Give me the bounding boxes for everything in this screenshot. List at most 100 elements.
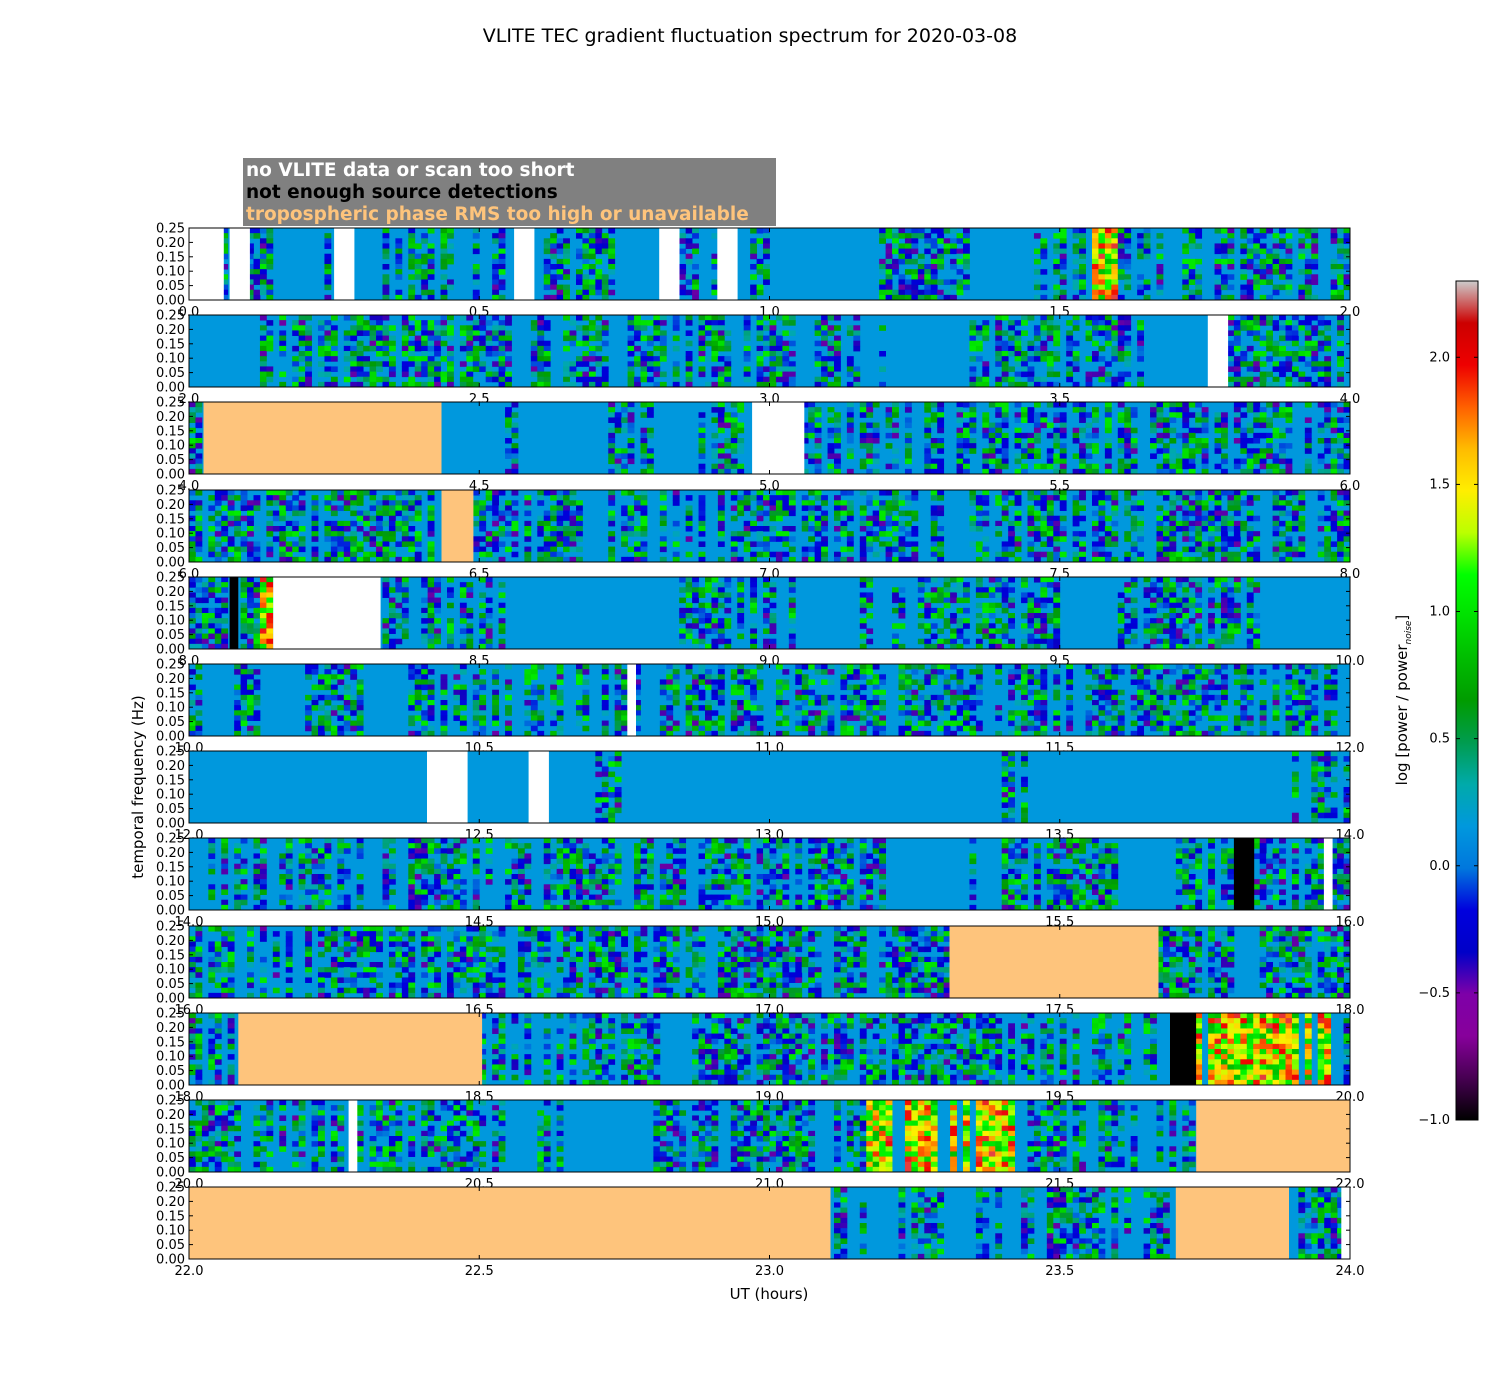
spectrum-cell: [530, 366, 538, 372]
spectrum-cell: [601, 274, 609, 280]
spectrum-cell: [1188, 458, 1196, 465]
spectrum-cell: [472, 536, 480, 542]
spectrum-cell: [1033, 531, 1041, 537]
spectrum-cell: [550, 526, 558, 532]
spectrum-cell: [1130, 607, 1138, 614]
spectrum-cell: [279, 371, 287, 378]
spectrum-cell: [1233, 495, 1241, 501]
spectrum-cell: [711, 607, 719, 614]
spectrum-cell: [608, 515, 616, 522]
spectrum-cell: [395, 597, 403, 604]
spectrum-cell: [769, 505, 777, 511]
spectrum-cell: [498, 628, 506, 634]
spectrum-cell: [388, 340, 396, 347]
spectrum-cell: [563, 526, 570, 532]
spectrum-cell: [1285, 233, 1293, 239]
spectrum-cell: [427, 495, 435, 501]
spectrum-cell: [834, 468, 841, 475]
spectrum-cell: [1072, 320, 1080, 326]
spectrum-cell: [1001, 628, 1009, 634]
spectrum-cell: [1085, 432, 1093, 439]
spectrum-cell: [859, 515, 867, 522]
spectrum-cell: [1304, 376, 1312, 383]
spectrum-cell: [324, 495, 332, 501]
spectrum-cell: [1079, 294, 1086, 301]
spectrum-cell: [930, 274, 938, 280]
spectrum-cell: [447, 253, 454, 260]
spectrum-cell: [221, 582, 229, 588]
spectrum-cell: [1092, 315, 1099, 321]
spectrum-cell: [750, 587, 757, 593]
spectrum-cell: [1008, 376, 1015, 383]
spectrum-cell: [705, 356, 712, 362]
spectrum-cell: [382, 643, 390, 650]
spectrum-cell: [1117, 345, 1125, 352]
spectrum-cell: [1001, 458, 1009, 465]
spectrum-cell: [427, 520, 435, 527]
spectrum-cell: [763, 495, 770, 501]
spectrum-cell: [1124, 264, 1132, 270]
spectrum-cell: [1111, 510, 1119, 517]
spectrum-cell: [1188, 289, 1196, 296]
spectrum-cell: [421, 582, 429, 588]
spectrum-cell: [285, 520, 293, 527]
spectrum-cell: [866, 495, 874, 501]
spectrum-cell: [272, 490, 280, 496]
spectrum-cell: [459, 315, 467, 321]
spectrum-cell: [866, 638, 874, 645]
spectrum-cell: [1240, 432, 1248, 439]
spectrum-cell: [1072, 325, 1080, 331]
spectrum-cell: [1053, 520, 1061, 527]
spectrum-cell: [1117, 371, 1125, 378]
spectrum-cell: [1130, 407, 1138, 413]
spectrum-cell: [937, 279, 945, 285]
spectrum-cell: [292, 541, 300, 547]
spectrum-cell: [827, 330, 835, 336]
spectrum-cell: [195, 468, 203, 475]
spectrum-cell: [382, 381, 390, 388]
spectrum-cell: [814, 412, 822, 418]
spectrum-cell: [1337, 432, 1344, 439]
spectrum-cell: [892, 490, 899, 496]
spectrum-cell: [834, 526, 841, 532]
spectrum-cell: [298, 381, 306, 388]
spectrum-cell: [859, 643, 867, 650]
spectrum-cell: [834, 356, 841, 362]
spectrum-cell: [1330, 422, 1338, 429]
spectrum-cell: [930, 520, 938, 527]
spectrum-cell: [1072, 248, 1080, 255]
spectrum-cell: [672, 500, 680, 506]
spectrum-cell: [466, 638, 474, 645]
spectrum-cell: [1053, 463, 1061, 470]
spectrum-cell: [1104, 551, 1112, 558]
spectrum-cell: [318, 320, 325, 326]
spectrum-cell: [388, 536, 396, 542]
spectrum-cell: [1272, 407, 1280, 413]
spectrum-cell: [1175, 432, 1183, 439]
panel-4: 0.000.050.100.150.200.256.0 6.5 7.0 7.5 8.0: [156, 484, 1360, 583]
spectrum-cell: [898, 253, 906, 260]
spectrum-cell: [711, 258, 719, 265]
spectrum-cell: [995, 643, 1003, 650]
spectrum-cell: [1324, 551, 1332, 558]
spectrum-cell: [1117, 458, 1125, 465]
spectrum-cell: [1233, 330, 1241, 336]
spectrum-cell: [782, 526, 790, 532]
spectrum-cell: [1014, 526, 1022, 532]
spectrum-cell: [904, 531, 912, 537]
spectrum-cell: [1137, 356, 1144, 362]
spectrum-cell: [330, 351, 338, 357]
spectrum-cell: [917, 613, 925, 619]
spectrum-cell: [459, 602, 467, 609]
spectrum-cell: [724, 412, 732, 418]
spectrum-cell: [414, 264, 422, 270]
y-tick-label: 0.05: [156, 541, 185, 556]
spectrum-cell: [698, 526, 706, 532]
spectrum-cell: [1221, 546, 1228, 553]
spectrum-cell: [472, 248, 480, 255]
spectrum-cell: [1337, 289, 1344, 296]
spectrum-cell: [350, 536, 358, 542]
spectrum-cell: [1156, 520, 1164, 527]
spectrum-cell: [775, 556, 783, 563]
spectrum-cell: [634, 325, 641, 331]
